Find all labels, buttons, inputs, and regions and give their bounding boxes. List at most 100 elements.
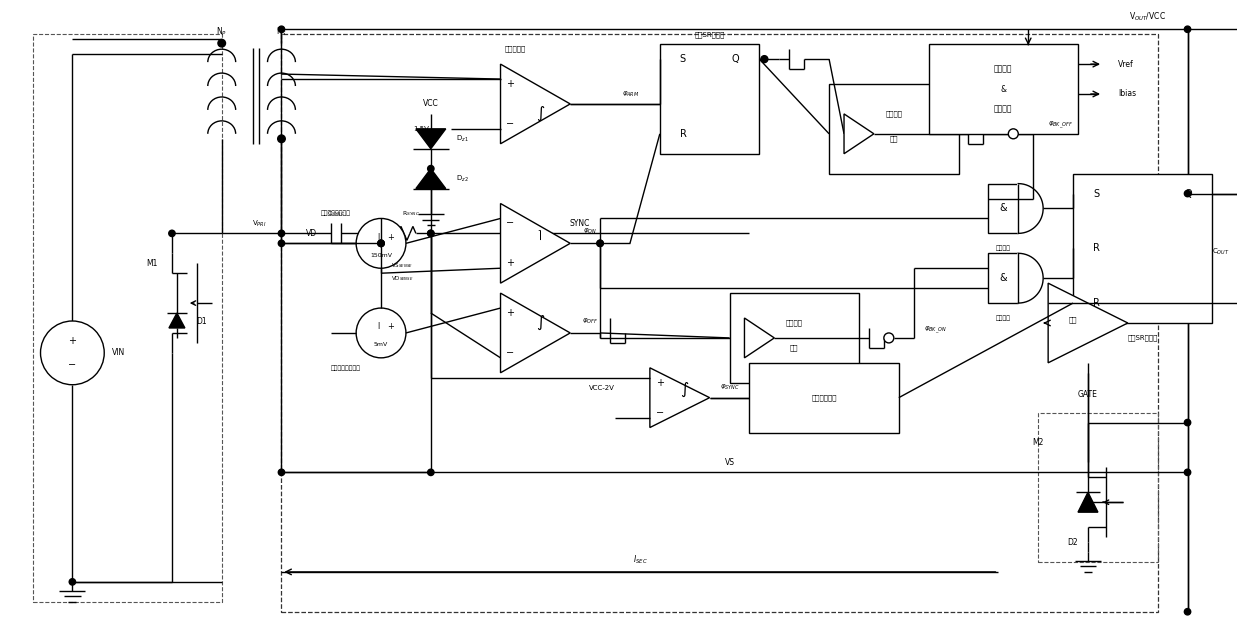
Polygon shape bbox=[501, 293, 570, 373]
Polygon shape bbox=[1078, 493, 1097, 512]
Text: S: S bbox=[680, 54, 686, 64]
Text: 屏蔽: 屏蔽 bbox=[889, 136, 898, 142]
Text: 第一负电平检测器: 第一负电平检测器 bbox=[321, 211, 351, 216]
Circle shape bbox=[41, 321, 104, 385]
Text: VIN: VIN bbox=[112, 349, 125, 358]
Text: 驱动: 驱动 bbox=[1069, 317, 1078, 323]
Text: 150mV: 150mV bbox=[370, 253, 392, 258]
Circle shape bbox=[428, 469, 434, 476]
Circle shape bbox=[278, 469, 285, 476]
Circle shape bbox=[278, 240, 285, 246]
Polygon shape bbox=[415, 129, 445, 149]
Circle shape bbox=[1184, 608, 1190, 615]
Text: 同步控制模块: 同步控制模块 bbox=[811, 394, 837, 401]
Text: +: + bbox=[388, 323, 394, 332]
Circle shape bbox=[218, 39, 226, 47]
Text: VCC-2V: VCC-2V bbox=[589, 385, 615, 391]
Bar bbox=[729, 293, 859, 383]
Text: +: + bbox=[388, 233, 394, 242]
Text: +: + bbox=[506, 308, 515, 318]
Circle shape bbox=[1008, 129, 1018, 139]
Circle shape bbox=[1184, 190, 1190, 197]
Text: 电流偏置: 电流偏置 bbox=[994, 104, 1013, 113]
Circle shape bbox=[356, 219, 405, 268]
Text: N$_P$: N$_P$ bbox=[216, 25, 227, 37]
Circle shape bbox=[278, 26, 285, 32]
Polygon shape bbox=[501, 64, 570, 144]
Text: 第二SR锁存器: 第二SR锁存器 bbox=[1127, 334, 1158, 341]
Text: 1.5V: 1.5V bbox=[413, 126, 429, 132]
Text: VD$_{SENSE}$: VD$_{SENSE}$ bbox=[391, 274, 414, 283]
Bar bbox=[929, 44, 1078, 134]
Text: M1: M1 bbox=[146, 258, 157, 267]
Circle shape bbox=[596, 240, 604, 246]
Polygon shape bbox=[1018, 184, 1043, 233]
Text: V$_{OUT}$/VCC: V$_{OUT}$/VCC bbox=[1130, 10, 1166, 23]
Polygon shape bbox=[844, 114, 874, 154]
Text: +: + bbox=[68, 336, 77, 346]
Polygon shape bbox=[744, 318, 774, 358]
Text: $\varphi_{OFF}$: $\varphi_{OFF}$ bbox=[582, 316, 598, 325]
Text: C$_{SYNC}$: C$_{SYNC}$ bbox=[327, 209, 345, 218]
Text: M2: M2 bbox=[1033, 438, 1044, 447]
Text: −: − bbox=[68, 360, 77, 370]
Polygon shape bbox=[169, 313, 185, 328]
Text: N$_S$: N$_S$ bbox=[277, 25, 286, 37]
Circle shape bbox=[884, 333, 894, 343]
Bar bbox=[988, 184, 1018, 233]
Bar bbox=[830, 84, 959, 174]
Text: V$_{PRI}$: V$_{PRI}$ bbox=[252, 219, 267, 228]
Text: S: S bbox=[1092, 188, 1099, 199]
Text: 屏蔽: 屏蔽 bbox=[790, 345, 799, 351]
Text: $\int$: $\int$ bbox=[536, 105, 546, 123]
Text: +: + bbox=[656, 377, 663, 388]
Text: VS: VS bbox=[724, 458, 734, 467]
Text: 第二与门: 第二与门 bbox=[996, 315, 1011, 321]
Bar bbox=[1073, 174, 1213, 323]
Text: &: & bbox=[999, 203, 1007, 213]
Polygon shape bbox=[1018, 253, 1043, 303]
Text: 内部基准: 内部基准 bbox=[994, 64, 1013, 73]
Text: $\int$: $\int$ bbox=[680, 381, 689, 399]
Text: $I_{SEC}$: $I_{SEC}$ bbox=[632, 554, 647, 566]
Text: GATE: GATE bbox=[1078, 390, 1097, 399]
Text: VS$_{SENSE}$: VS$_{SENSE}$ bbox=[391, 261, 413, 269]
Circle shape bbox=[428, 165, 434, 172]
Text: 第一与门: 第一与门 bbox=[996, 246, 1011, 251]
Text: VCC: VCC bbox=[423, 100, 439, 109]
Text: &: & bbox=[999, 273, 1007, 283]
Circle shape bbox=[69, 579, 76, 585]
Text: +: + bbox=[506, 258, 515, 268]
Text: Vref: Vref bbox=[1117, 60, 1133, 69]
Text: VD: VD bbox=[306, 229, 317, 238]
Circle shape bbox=[278, 135, 285, 143]
Text: 关断时间: 关断时间 bbox=[885, 111, 903, 117]
Bar bbox=[988, 253, 1018, 303]
Text: $\varphi_{BK\_ON}$: $\varphi_{BK\_ON}$ bbox=[924, 324, 946, 336]
Text: R$_{SYNC}$: R$_{SYNC}$ bbox=[402, 209, 420, 218]
Circle shape bbox=[1184, 419, 1190, 426]
Polygon shape bbox=[501, 204, 570, 283]
Text: I: I bbox=[377, 233, 379, 242]
Text: +: + bbox=[506, 79, 515, 89]
Text: D1: D1 bbox=[196, 316, 207, 325]
Text: 第二负电平检测器: 第二负电平检测器 bbox=[331, 365, 361, 370]
Circle shape bbox=[1184, 469, 1190, 476]
Circle shape bbox=[378, 240, 384, 246]
Text: R: R bbox=[1092, 298, 1100, 308]
Polygon shape bbox=[415, 168, 445, 188]
Text: $\varphi_{ARM}$: $\varphi_{ARM}$ bbox=[622, 89, 640, 98]
Text: D$_{z1}$: D$_{z1}$ bbox=[456, 134, 469, 144]
Circle shape bbox=[428, 230, 434, 237]
Polygon shape bbox=[1048, 283, 1128, 363]
Bar bbox=[749, 363, 899, 433]
Text: Q: Q bbox=[1185, 188, 1193, 199]
Text: Ibias: Ibias bbox=[1117, 89, 1136, 98]
Text: $\int$: $\int$ bbox=[536, 314, 546, 332]
Bar bbox=[1038, 413, 1158, 562]
Circle shape bbox=[378, 240, 384, 246]
Polygon shape bbox=[650, 368, 709, 428]
Text: 振铃检测器: 振铃检测器 bbox=[505, 46, 526, 53]
Text: 第一SR锁存器: 第一SR锁存器 bbox=[694, 31, 725, 37]
Circle shape bbox=[761, 56, 768, 62]
